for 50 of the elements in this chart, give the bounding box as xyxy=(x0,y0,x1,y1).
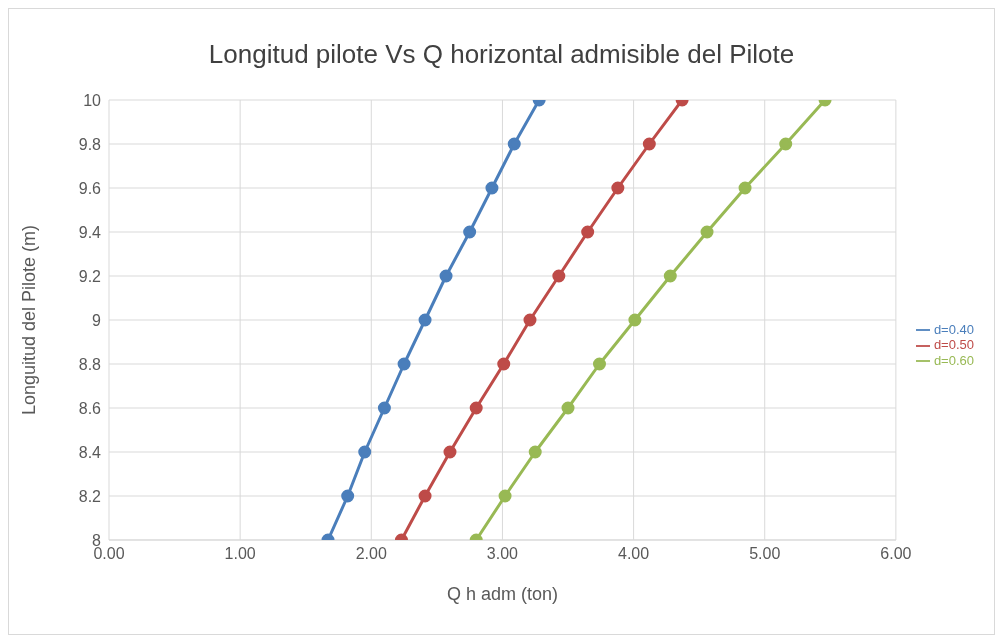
point xyxy=(358,445,372,459)
point xyxy=(377,401,391,415)
x-axis-title: Q h adm (ton) xyxy=(446,584,558,604)
point xyxy=(418,489,432,503)
point xyxy=(552,269,566,283)
y-tick-label: 9.6 xyxy=(78,179,102,197)
x-tick-label: 1.00 xyxy=(224,545,256,563)
point xyxy=(485,181,499,195)
point xyxy=(642,137,656,151)
point xyxy=(497,357,511,371)
point xyxy=(628,313,642,327)
point xyxy=(700,225,714,239)
point xyxy=(463,225,477,239)
y-axis-title: Longuitud del Pilote (m) xyxy=(19,224,40,416)
chart-title: Longitud pilote Vs Q horizontal admisible del Pilote xyxy=(207,39,796,70)
point xyxy=(418,313,432,327)
point xyxy=(443,445,457,459)
y-tick-label: 9.2 xyxy=(78,267,102,285)
point xyxy=(341,489,355,503)
point xyxy=(663,269,677,283)
point xyxy=(561,401,575,415)
point xyxy=(738,181,752,195)
point xyxy=(592,357,606,371)
point xyxy=(523,313,537,327)
y-tick-label: 8.8 xyxy=(78,355,102,373)
y-tick-label: 8.4 xyxy=(78,443,102,461)
point xyxy=(779,137,793,151)
x-tick-label: 6.00 xyxy=(880,545,912,563)
point xyxy=(507,137,521,151)
y-tick-label: 9.8 xyxy=(78,135,102,153)
point xyxy=(581,225,595,239)
x-tick-label: 3.00 xyxy=(486,545,519,563)
legend-label: d=0.50 xyxy=(933,337,974,353)
y-tick-label: 8.6 xyxy=(78,399,102,417)
y-tick-label: 8.2 xyxy=(78,487,102,505)
y-tick-label: 9.4 xyxy=(78,223,102,241)
y-tick-label: 10 xyxy=(83,91,102,109)
point xyxy=(397,357,411,371)
x-tick-label: 2.00 xyxy=(355,545,387,563)
x-tick-label: 5.00 xyxy=(749,545,781,563)
x-tick-label: 0.00 xyxy=(93,545,125,563)
x-tick-label: 4.00 xyxy=(618,545,650,563)
y-tick-label: 9 xyxy=(92,311,102,329)
legend-label: d=0.60 xyxy=(933,352,974,368)
point xyxy=(498,489,512,503)
legend-label: d=0.40 xyxy=(933,321,974,337)
point xyxy=(469,401,483,415)
point xyxy=(611,181,625,195)
point xyxy=(439,269,453,283)
point xyxy=(528,445,542,459)
